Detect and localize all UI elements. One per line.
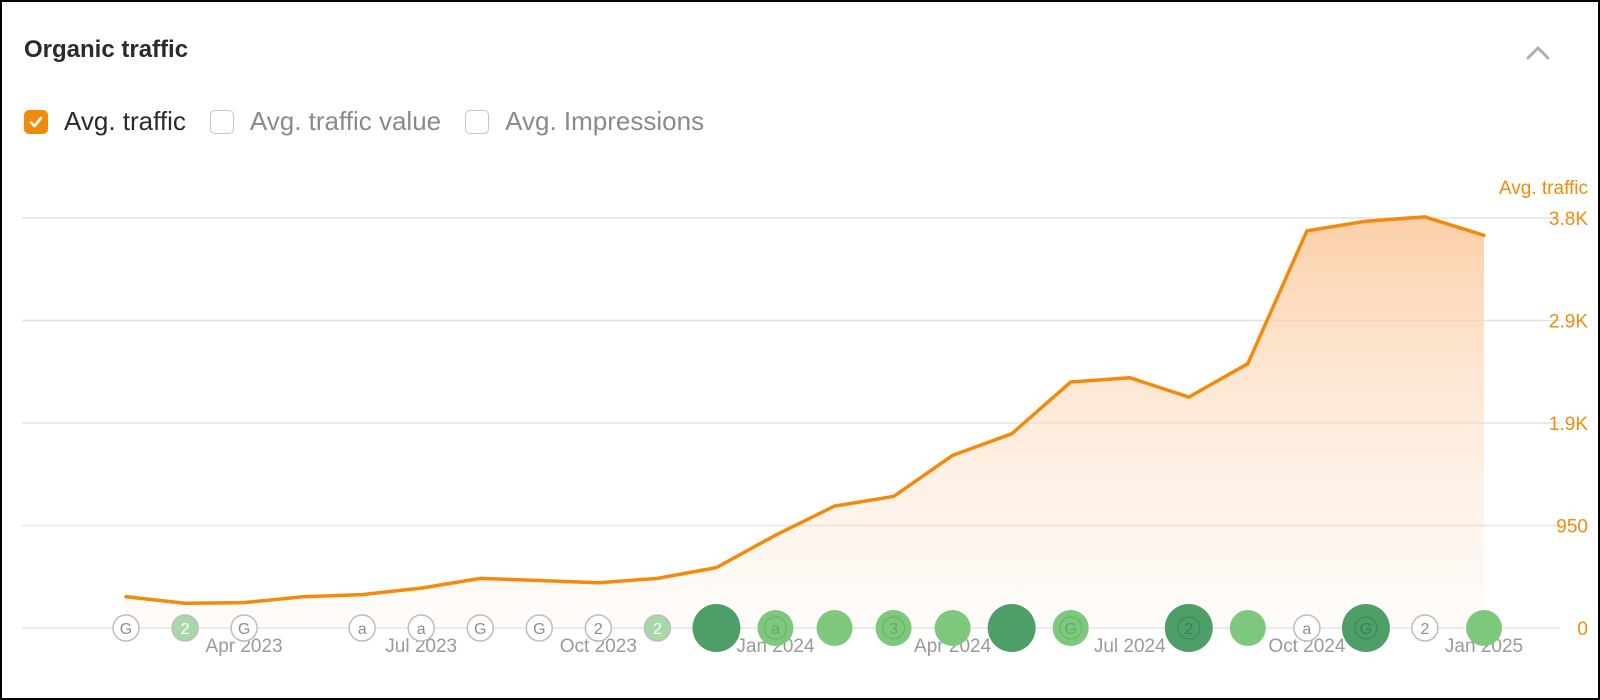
event-marker (692, 604, 741, 652)
checkbox-avg-impressions[interactable] (465, 109, 490, 134)
event-marker (584, 614, 613, 642)
y-tick-label: 950 (1556, 517, 1588, 538)
event-marker-label: 2 (1421, 621, 1430, 638)
event-marker-label: G (533, 621, 545, 638)
event-marker-ring (763, 616, 788, 640)
event-marker (934, 610, 971, 646)
metric-legend: Avg. traffic Avg. traffic value Avg. Imp… (24, 106, 728, 137)
y-tick-label: 2.9K (1549, 312, 1588, 333)
event-marker-label: 2 (1184, 621, 1193, 638)
event-marker-label: a (771, 621, 780, 638)
event-marker (230, 614, 258, 642)
event-marker-label: 2 (594, 621, 603, 638)
event-marker (816, 610, 853, 646)
event-marker (112, 614, 140, 642)
checkbox-avg-traffic[interactable] (24, 109, 48, 134)
y-tick-label: 1.9K (1549, 414, 1588, 435)
event-marker (525, 614, 554, 642)
event-marker (1341, 604, 1390, 652)
event-marker-label: a (1302, 621, 1311, 638)
event-marker-ring (1177, 616, 1201, 640)
x-tick-label: Oct 2023 (560, 636, 637, 657)
event-marker (348, 614, 376, 642)
event-marker (407, 614, 435, 642)
legend-item-avg-impressions[interactable]: Avg. Impressions (465, 106, 704, 137)
legend-label-avg-traffic-value: Avg. traffic value (249, 106, 442, 136)
event-marker (1411, 614, 1439, 642)
event-marker (1229, 610, 1266, 646)
chevron-up-icon[interactable] (1522, 40, 1554, 64)
x-tick-label: Jul 2023 (385, 636, 457, 657)
event-marker (466, 614, 495, 642)
legend-label-avg-traffic: Avg. traffic (64, 106, 186, 136)
event-marker-label: 2 (181, 621, 190, 638)
traffic-line (124, 215, 1486, 605)
event-marker (1293, 614, 1321, 642)
legend-item-avg-traffic-value[interactable]: Avg. traffic value (209, 106, 442, 137)
y-tick-label: 0 (1577, 619, 1588, 640)
event-marker-label: 2 (653, 621, 662, 638)
event-marker (171, 614, 199, 642)
event-marker-label: G (1064, 621, 1076, 638)
event-marker (757, 610, 794, 646)
x-tick-label: Jan 2024 (736, 636, 815, 657)
panel-title: Organic traffic (24, 36, 189, 63)
checkmark-icon (29, 116, 43, 127)
event-marker-ring (1059, 616, 1083, 640)
event-marker-ring (1354, 616, 1378, 640)
x-tick-label: Jul 2024 (1094, 636, 1166, 657)
event-marker-ring (881, 616, 906, 640)
event-marker-label: G (120, 621, 132, 638)
x-tick-label: Oct 2024 (1268, 636, 1346, 657)
checkbox-avg-traffic-value[interactable] (209, 109, 234, 134)
x-tick-label: Jan 2025 (1445, 636, 1523, 657)
x-tick-label: Apr 2024 (914, 636, 992, 657)
event-marker (987, 604, 1036, 652)
event-marker-label: G (474, 621, 486, 638)
y-axis-title: Avg. traffic (1499, 178, 1588, 199)
event-marker (875, 610, 912, 646)
y-tick-label: 3.8K (1549, 209, 1588, 230)
event-marker (643, 614, 672, 642)
event-marker-label: 3 (889, 621, 898, 638)
event-marker-label: G (238, 621, 250, 638)
event-marker-label: G (1360, 621, 1372, 638)
event-marker (1052, 610, 1089, 646)
traffic-area (126, 216, 1484, 628)
legend-label-avg-impressions: Avg. Impressions (505, 106, 705, 136)
event-marker (1466, 610, 1502, 646)
event-marker-label: a (358, 621, 367, 638)
event-marker-label: a (417, 621, 426, 638)
x-tick-label: Apr 2023 (206, 636, 283, 657)
event-marker (1164, 604, 1213, 652)
legend-item-avg-traffic[interactable]: Avg. traffic (24, 106, 186, 137)
